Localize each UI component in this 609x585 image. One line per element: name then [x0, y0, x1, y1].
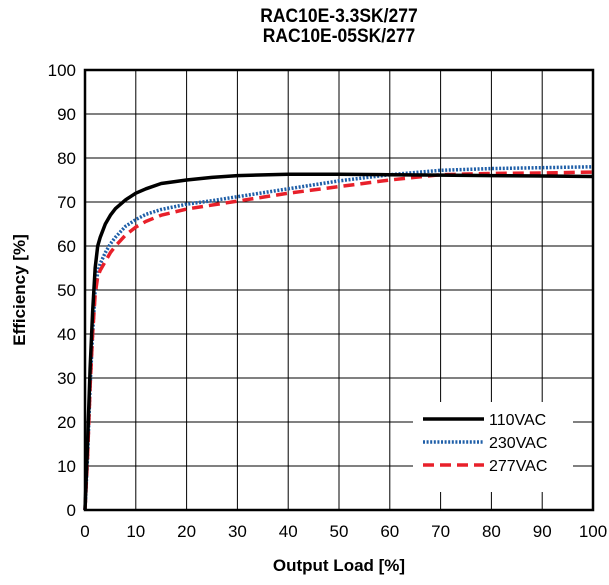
- legend-box: [413, 402, 573, 492]
- plot-frame: [83, 68, 595, 512]
- y-tick-label: 30: [57, 369, 76, 388]
- x-tick-label: 0: [80, 522, 89, 541]
- x-tick-label: 80: [482, 522, 501, 541]
- x-tick-label: 50: [330, 522, 349, 541]
- x-tick-label: 20: [177, 522, 196, 541]
- x-tick-label: 30: [228, 522, 247, 541]
- y-tick-label: 10: [57, 457, 76, 476]
- y-axis-label: Efficiency [%]: [10, 234, 29, 345]
- x-tick-label: 90: [533, 522, 552, 541]
- y-tick-label: 70: [57, 193, 76, 212]
- x-tick-label: 10: [126, 522, 145, 541]
- legend: 110VAC 230VAC 277VAC: [413, 402, 573, 492]
- legend-label: 110VAC: [489, 412, 546, 429]
- x-tick-label: 100: [579, 522, 607, 541]
- y-tick-label: 0: [67, 501, 76, 520]
- legend-label: 277VAC: [489, 458, 547, 475]
- x-tick-label: 40: [279, 522, 298, 541]
- series-lines: [83, 165, 594, 511]
- y-tick-label: 80: [57, 149, 76, 168]
- series-line-110vac: [83, 172, 594, 511]
- y-tick-label: 40: [57, 325, 76, 344]
- y-tick-label: 90: [57, 105, 76, 124]
- y-tick-label: 60: [57, 237, 76, 256]
- x-axis-label: Output Load [%]: [273, 556, 405, 575]
- x-tick-label: 70: [431, 522, 450, 541]
- chart-title: RAC10E-3.3SK/277: [260, 6, 418, 27]
- chart-subtitle: RAC10E-05SK/277: [262, 26, 416, 47]
- y-tick-labels: 0 10 20 30 40 50 60 70 80 90 100: [48, 61, 76, 520]
- y-tick-label: 50: [57, 281, 76, 300]
- y-tick-label: 100: [48, 61, 76, 80]
- legend-label: 230VAC: [489, 435, 547, 452]
- x-tick-labels: 0 10 20 30 40 50 60 70 80 90 100: [80, 522, 607, 541]
- y-tick-label: 20: [57, 413, 76, 432]
- x-tick-label: 60: [380, 522, 399, 541]
